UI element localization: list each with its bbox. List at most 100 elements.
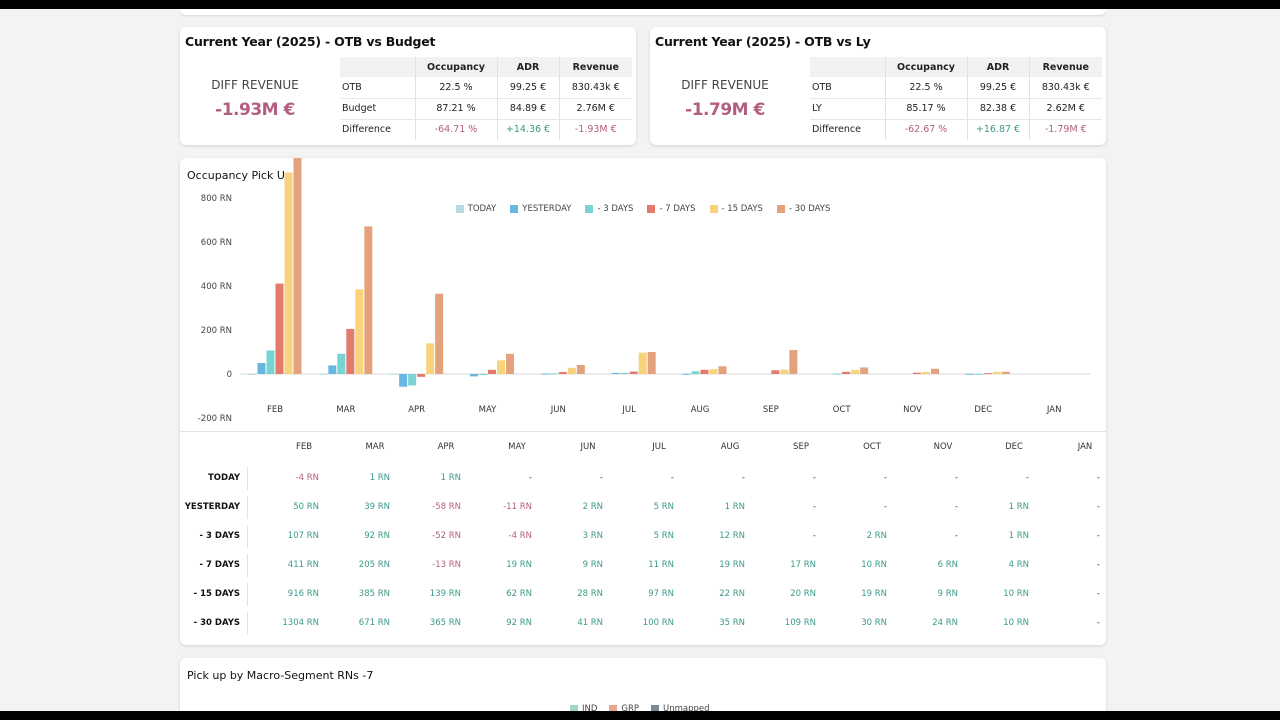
table-cell: 12 RN (719, 531, 745, 541)
table-cell: 4 RN (1008, 560, 1029, 570)
bar-jun-3-days[interactable] (549, 373, 558, 375)
bar-aug-3-days[interactable] (691, 371, 700, 374)
bar-feb-3-days[interactable] (266, 350, 275, 374)
macro-segment-card: Pick up by Macro-Segment RNs -7 IND GRP Un… (180, 658, 1106, 720)
legend-item[interactable]: - 3 DAYS (585, 204, 633, 214)
table-row: - 30 DAYS 1304 RN 671 RN 365 RN 92 RN 41 RN 10… (180, 609, 1106, 638)
table-cell: -52 RN (432, 531, 461, 541)
table-cell: - (954, 502, 958, 512)
revenue-cell: -1.79M € (1028, 119, 1102, 140)
row-label: OTB (810, 77, 885, 99)
bar-jul-3-days[interactable] (620, 372, 629, 374)
bar-dec-yesterday[interactable] (965, 373, 974, 375)
table-cell: -58 RN (432, 502, 461, 512)
table-cell: - (1025, 473, 1029, 483)
bar-dec-30-days[interactable] (1001, 371, 1010, 374)
legend-label: - 7 DAYS (659, 204, 696, 214)
legend-label: GRP (621, 704, 640, 714)
bar-jun-yesterday[interactable] (540, 373, 549, 375)
bar-oct-3-days[interactable] (833, 373, 842, 375)
bar-mar-3-days[interactable] (337, 353, 346, 374)
table-row: - 15 DAYS 916 RN 385 RN 139 RN 62 RN 28 RN 97 … (180, 580, 1106, 609)
bar-sep-7-days[interactable] (771, 370, 780, 374)
bar-jun-30-days[interactable] (576, 364, 585, 374)
table-cell: 10 RN (1003, 618, 1029, 628)
bar-apr-3-days[interactable] (408, 374, 417, 386)
table-cell: 92 RN (364, 531, 390, 541)
bar-feb-15-days[interactable] (284, 172, 293, 374)
bar-mar-today[interactable] (319, 373, 328, 375)
table-cell: 92 RN (506, 618, 532, 628)
legend-item[interactable]: Unmapped (651, 704, 710, 714)
bar-may-3-days[interactable] (479, 374, 487, 375)
bar-oct-7-days[interactable] (842, 371, 851, 374)
revenue-cell: 2.76M € (558, 98, 632, 120)
table-row: Budget 87.21 % 84.89 € 2.76M € (340, 98, 632, 120)
bar-oct-15-days[interactable] (851, 369, 860, 374)
bar-dec-7-days[interactable] (983, 373, 992, 375)
bar-aug-7-days[interactable] (700, 369, 709, 374)
bar-jul-15-days[interactable] (638, 352, 647, 374)
bar-apr-15-days[interactable] (426, 343, 435, 374)
bar-aug-yesterday[interactable] (682, 373, 691, 375)
bar-nov-15-days[interactable] (922, 372, 930, 374)
legend-item[interactable]: GRP (609, 704, 639, 714)
bar-mar-yesterday[interactable] (328, 365, 337, 374)
table-cell: 5 RN (653, 502, 674, 512)
x-tick-label: SEP (763, 405, 779, 415)
bar-may-30-days[interactable] (506, 353, 514, 374)
legend-item[interactable]: IND (570, 704, 597, 714)
legend-swatch (651, 705, 660, 713)
bar-mar-15-days[interactable] (355, 289, 364, 374)
bar-aug-30-days[interactable] (718, 366, 727, 374)
bar-feb-30-days[interactable] (293, 158, 302, 375)
bar-feb-today[interactable] (248, 374, 257, 375)
bar-sep-30-days[interactable] (789, 350, 798, 374)
bar-jul-yesterday[interactable] (611, 372, 620, 374)
bar-jul-7-days[interactable] (629, 371, 638, 374)
legend-swatch (570, 705, 578, 713)
bar-apr-today[interactable] (390, 373, 399, 375)
bar-jul-30-days[interactable] (647, 352, 656, 374)
legend-item[interactable]: YESTERDAY (510, 204, 571, 214)
bar-may-yesterday[interactable] (470, 374, 478, 377)
section-title: Occupancy Pick Up (187, 169, 292, 182)
bar-oct-30-days[interactable] (860, 367, 869, 374)
bar-mar-7-days[interactable] (346, 328, 355, 374)
x-tick-label: APR (408, 405, 425, 415)
bar-nov-7-days[interactable] (913, 372, 921, 374)
column-header: Revenue (558, 57, 632, 77)
bar-feb-7-days[interactable] (275, 283, 284, 374)
table-row: YESTERDAY 50 RN 39 RN -58 RN -11 RN 2 RN 5 RN 1… (180, 493, 1106, 522)
bar-dec-3-days[interactable] (974, 373, 983, 375)
bar-aug-15-days[interactable] (709, 369, 718, 374)
legend-item[interactable]: - 15 DAYS (709, 204, 763, 214)
kpi-title: Current Year (2025) - OTB vs Budget (185, 34, 436, 49)
bar-apr-yesterday[interactable] (399, 374, 408, 387)
table-cell: - (528, 473, 532, 483)
y-tick-label: 400 RN (201, 282, 232, 292)
bar-feb-yesterday[interactable] (257, 363, 266, 374)
bar-jun-7-days[interactable] (558, 372, 567, 374)
bar-dec-15-days[interactable] (992, 371, 1001, 374)
bar-may-15-days[interactable] (497, 360, 505, 374)
table-cell: 205 RN (358, 560, 390, 570)
bar-apr-7-days[interactable] (417, 374, 426, 377)
row-separator (247, 554, 248, 577)
bar-apr-30-days[interactable] (435, 293, 444, 374)
legend-item[interactable]: - 7 DAYS (647, 204, 696, 214)
x-tick-label: FEB (267, 405, 283, 415)
bar-sep-15-days[interactable] (780, 369, 789, 374)
bar-nov-30-days[interactable] (931, 368, 939, 374)
occupancy-cell: 22.5 % (414, 77, 497, 99)
bar-may-7-days[interactable] (488, 369, 496, 374)
previous-card-edge (180, 9, 1106, 15)
legend-item[interactable]: - 30 DAYS (776, 204, 830, 214)
table-cell: 671 RN (358, 618, 390, 628)
table-cell: 1304 RN (282, 618, 319, 628)
table-cell: 107 RN (287, 531, 319, 541)
legend-item[interactable]: TODAY (455, 204, 496, 214)
row-label: - 7 DAYS (199, 560, 240, 570)
bar-mar-30-days[interactable] (364, 226, 373, 374)
bar-jun-15-days[interactable] (567, 367, 576, 374)
